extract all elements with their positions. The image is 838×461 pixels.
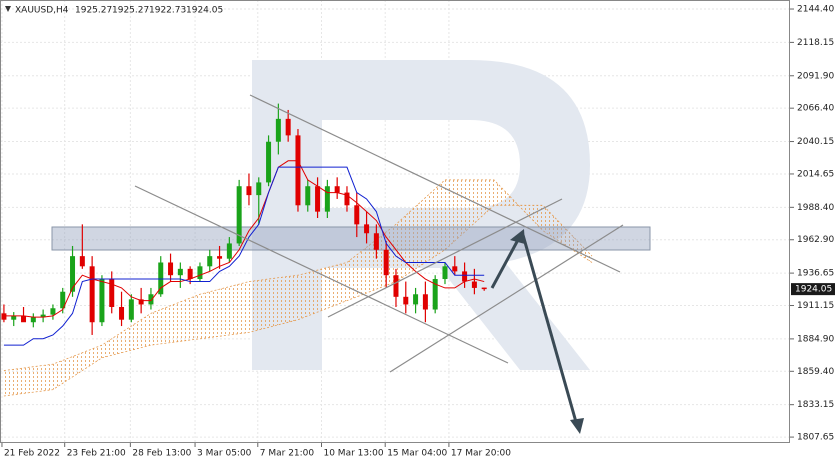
y-tick-label: 2014.65 [797, 169, 834, 179]
candle-body [236, 186, 242, 244]
candle-body [79, 256, 85, 267]
x-tick-label: 17 Mar 20:00 [451, 449, 511, 459]
candle-body [246, 186, 252, 196]
y-tick-label: 2066.40 [797, 104, 834, 114]
x-tick-label: 28 Feb 13:00 [132, 449, 191, 459]
candle-body [315, 186, 321, 212]
candle-body [471, 281, 477, 288]
candle-body [30, 317, 36, 323]
candle-body [354, 205, 360, 225]
symbol: XAUUSD,H4 [15, 6, 69, 16]
candle-body [109, 279, 115, 307]
x-tick-label: 23 Feb 21:00 [67, 449, 126, 459]
x-tick-label: 7 Mar 21:00 [260, 449, 315, 459]
candle-body [295, 135, 301, 206]
candle-body [383, 249, 389, 276]
x-tick-label: 3 Mar 05:00 [197, 449, 252, 459]
indicator-line [3, 160, 485, 318]
candle-body [452, 266, 458, 272]
axes: 2144.40 2118.15 2091.90 2066.40 2040.15 2014.… [1, 5, 835, 459]
candle-body [89, 266, 95, 323]
candle-body [256, 182, 262, 196]
y-tick-label: 1833.15 [797, 400, 834, 410]
price-tag-label: 1924.05 [795, 285, 832, 295]
header-ohlc: 1925.27 1925.27 1922.73 1924.05 [75, 6, 223, 16]
cloud-edge [3, 179, 593, 371]
candle-body [128, 299, 134, 320]
candle-body [344, 192, 350, 206]
candle-body [50, 308, 56, 315]
trend-lines [134, 94, 624, 373]
y-tick-label: 1859.40 [797, 367, 834, 377]
header-value: 1924.05 [186, 6, 223, 16]
candle-body [168, 262, 174, 276]
x-tick-label: 10 Mar 13:00 [323, 449, 383, 459]
candle-body [99, 279, 105, 323]
header-value: 1922.73 [149, 6, 186, 16]
candle-body [138, 299, 144, 305]
y-tick-label: 1936.65 [797, 269, 834, 279]
header-value: 1925.27 [112, 6, 149, 16]
candle-body [207, 256, 213, 267]
candle-body [217, 256, 223, 259]
candle-body [70, 256, 76, 292]
y-tick-label: 1962.90 [797, 235, 834, 245]
y-tick-label: 1807.65 [797, 433, 834, 443]
candle-body [285, 118, 291, 136]
price-tag [791, 283, 835, 296]
y-tick-label: 2040.15 [797, 137, 834, 147]
candle-body [334, 186, 340, 193]
candle-body [442, 266, 448, 280]
forecast-arrows [490, 229, 584, 434]
candle-body [187, 268, 193, 280]
header-value: 1925.27 [75, 6, 112, 16]
y-tick-label: 1988.40 [797, 203, 834, 213]
y-tick-label: 1884.90 [797, 334, 834, 344]
y-tick-label: 2144.40 [797, 5, 834, 15]
candle-body [481, 287, 487, 290]
indicator-line [3, 166, 485, 346]
candle-body [373, 233, 379, 250]
x-tick-label: 21 Feb 2022 [4, 449, 60, 459]
candle-body [305, 186, 311, 206]
candle-body [119, 306, 125, 320]
candle-body [403, 296, 409, 305]
candle-body [393, 275, 399, 297]
y-tick-label: 2118.15 [797, 38, 834, 48]
candle-body [364, 224, 370, 234]
candle-body [1, 313, 7, 320]
candle-body [266, 141, 272, 183]
candle-body [413, 294, 419, 305]
x-tick-label: 15 Mar 04:00 [387, 449, 447, 459]
plot [1, 103, 487, 346]
candle-body [11, 315, 17, 320]
zone [51, 226, 651, 251]
candle-body [275, 118, 281, 142]
candle-body [158, 262, 164, 295]
y-tick-label: 2091.90 [797, 71, 834, 81]
candle-body [422, 294, 428, 310]
candle-body [40, 314, 46, 318]
cloud-fill [3, 179, 593, 396]
candle-body [148, 294, 154, 305]
y-tick-label: 1911.15 [797, 301, 834, 311]
candle-body [432, 279, 438, 310]
candle-body [226, 243, 232, 259]
symbol-icon [5, 6, 11, 12]
candle-body [21, 315, 27, 323]
candle-body [177, 268, 183, 276]
candle-body [462, 271, 468, 282]
candle-body [324, 186, 330, 212]
cloud-edge [3, 204, 593, 397]
cloud [3, 179, 593, 397]
candle-body [60, 291, 66, 309]
plot-frame [0, 0, 790, 443]
candle-body [197, 266, 203, 280]
